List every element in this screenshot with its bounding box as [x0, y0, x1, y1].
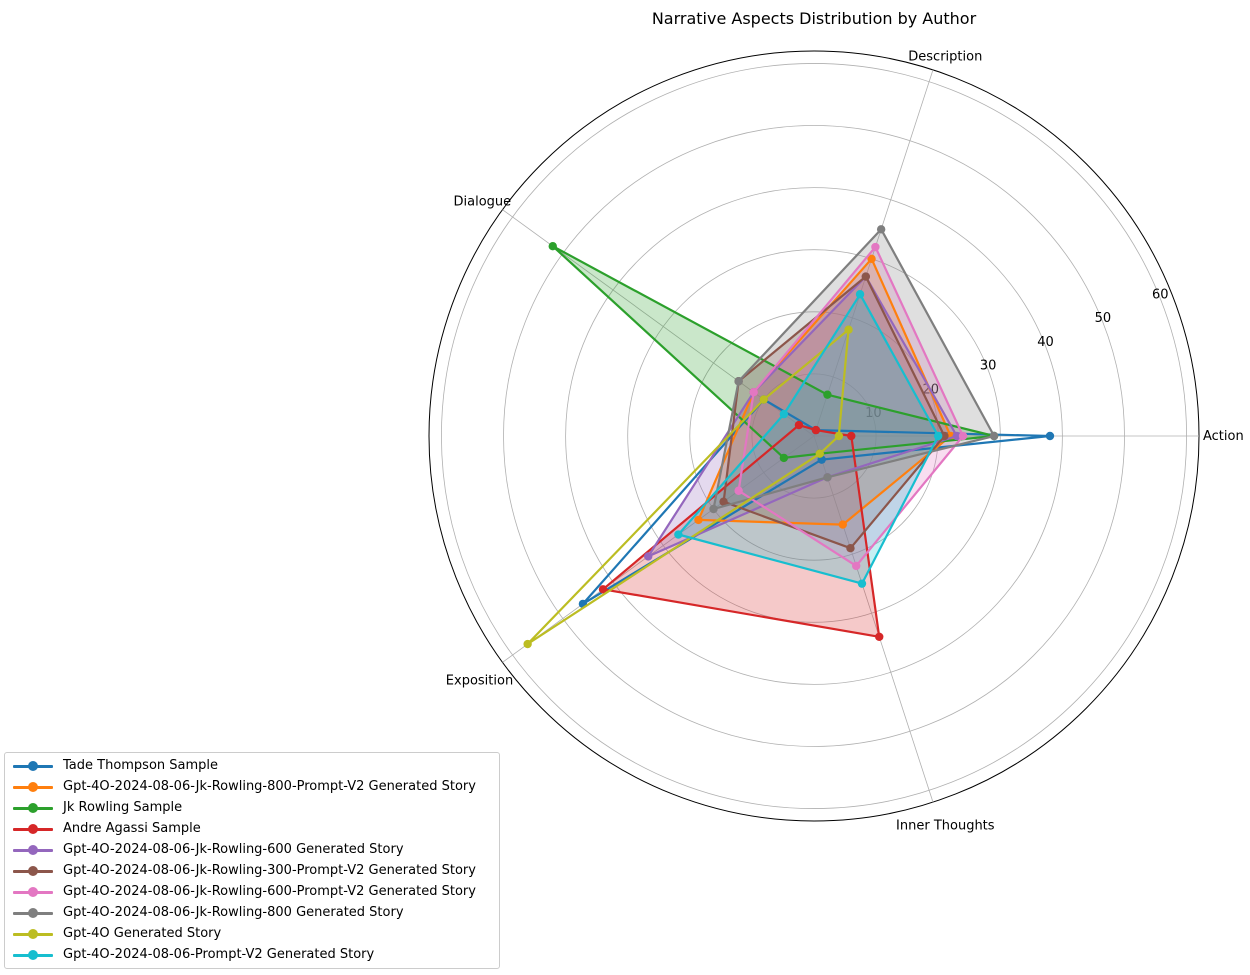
series-3-point-description	[811, 425, 821, 435]
series-9-point-inner-thoughts	[857, 579, 867, 588]
series-9-fill	[678, 294, 939, 584]
series-6-point-exposition	[734, 486, 743, 495]
legend-label: Gpt-4O Generated Story	[63, 926, 222, 941]
legend-item: Gpt-4O-2024-08-06-Jk-Rowling-800-Prompt-…	[5, 776, 499, 797]
legend-swatch	[13, 906, 53, 920]
legend-swatch	[13, 843, 53, 857]
legend-label: Gpt-4O-2024-08-06-Jk-Rowling-300-Prompt-…	[63, 863, 476, 878]
series-4-point-action	[952, 431, 962, 441]
legend-swatch	[13, 948, 53, 962]
series-7-point-action	[989, 431, 999, 441]
radial-tick-label: 50	[1095, 311, 1112, 326]
legend-item: Gpt-4O-2024-08-06-Jk-Rowling-600 Generat…	[5, 839, 499, 860]
radial-tick-label: 10	[865, 406, 882, 421]
series-9-point-dialogue	[779, 409, 789, 419]
legend-item: Tade Thompson Sample	[5, 755, 499, 776]
series-2-point-exposition	[779, 453, 789, 463]
legend-swatch	[13, 885, 53, 899]
legend-swatch	[13, 864, 53, 878]
series-9-line	[677, 293, 940, 585]
legend-swatch	[13, 927, 53, 941]
series-9-point-action	[933, 431, 943, 441]
series-8-point-exposition	[523, 639, 532, 649]
series-6-point-inner-thoughts	[852, 561, 861, 571]
series-5-point-inner-thoughts	[846, 544, 855, 553]
radial-tick-label: 30	[980, 359, 997, 374]
series-5-line	[722, 275, 946, 550]
grid-spoke	[813, 69, 934, 437]
series-0-line	[581, 398, 1052, 606]
axis-label-dialogue: Dialogue	[454, 194, 512, 209]
legend-label: Gpt-4O-2024-08-06-Jk-Rowling-600-Prompt-…	[63, 884, 476, 899]
series-1-point-inner-thoughts	[838, 520, 847, 529]
series-2-point-description	[823, 390, 832, 399]
grid-spoke	[502, 435, 815, 663]
legend-swatch	[13, 822, 53, 836]
axis-label-exposition: Exposition	[446, 674, 513, 689]
series-8-point-inner-thoughts	[815, 449, 824, 458]
legend-item: Gpt-4O-2024-08-06-Jk-Rowling-800 Generat…	[5, 902, 499, 923]
axis-label-inner-thoughts: Inner Thoughts	[896, 818, 995, 833]
legend: Tade Thompson Sample Gpt-4O-2024-08-06-Jk…	[4, 752, 500, 969]
legend-item: Andre Agassi Sample	[5, 818, 499, 839]
radial-tick-label: 60	[1152, 287, 1169, 302]
series-2-point-dialogue	[548, 242, 557, 251]
series-4-line	[647, 275, 958, 558]
radial-tick-label: 40	[1037, 335, 1054, 350]
legend-label: Gpt-4O-2024-08-06-Jk-Rowling-800 Generat…	[63, 905, 404, 920]
series-6-line	[737, 245, 965, 568]
series-4-point-exposition	[644, 552, 653, 561]
legend-label: Gpt-4O-2024-08-06-Prompt-V2 Generated St…	[63, 947, 375, 962]
axis-label-action: Action	[1203, 429, 1244, 444]
series-9-point-exposition	[674, 530, 683, 539]
series-7-point-description	[876, 225, 886, 234]
series-8-point-description	[844, 325, 853, 334]
legend-swatch	[13, 801, 53, 815]
legend-item: Gpt-4O-2024-08-06-Jk-Rowling-300-Prompt-…	[5, 860, 499, 881]
legend-swatch	[13, 780, 53, 794]
series-3-point-exposition	[598, 585, 608, 594]
chart-title: Narrative Aspects Distribution by Author	[652, 9, 977, 28]
series-5-point-exposition	[719, 497, 728, 506]
series-7-point-exposition	[709, 504, 718, 514]
series-6-point-dialogue	[749, 388, 758, 397]
series-7-line	[712, 228, 996, 511]
series-3-point-dialogue	[794, 420, 804, 430]
legend-label: Gpt-4O-2024-08-06-Jk-Rowling-800-Prompt-…	[63, 779, 476, 794]
legend-label: Jk Rowling Sample	[63, 800, 183, 815]
legend-item: Gpt-4O-2024-08-06-Prompt-V2 Generated St…	[5, 944, 499, 965]
series-2-line	[551, 245, 996, 459]
series-5-point-description	[861, 272, 871, 281]
series-3-fill	[603, 425, 880, 637]
legend-label: Gpt-4O-2024-08-06-Jk-Rowling-600 Generat…	[63, 842, 404, 857]
series-0-point-action	[1045, 431, 1055, 441]
series-8-line	[526, 328, 850, 646]
series-3-point-action	[847, 431, 856, 441]
series-6-point-action	[958, 431, 968, 441]
series-1-point-exposition	[694, 515, 703, 525]
series-9-point-description	[855, 290, 865, 299]
series-1-point-description	[867, 254, 876, 264]
series-8-point-dialogue	[759, 395, 768, 404]
series-7-point-inner-thoughts	[823, 473, 832, 482]
series-7-point-dialogue	[734, 377, 743, 386]
legend-label: Tade Thompson Sample	[63, 758, 219, 773]
legend-label: Andre Agassi Sample	[63, 821, 201, 836]
series-5-point-action	[940, 431, 949, 441]
series-lines	[523, 225, 1055, 649]
axis-label-description: Description	[908, 50, 982, 65]
series-8-point-action	[834, 431, 844, 441]
axis-labels: Action Description Dialogue Exposition Inner…	[446, 50, 1244, 834]
series-6-point-description	[871, 242, 880, 252]
legend-item: Jk Rowling Sample	[5, 797, 499, 818]
grid-spoke	[813, 435, 934, 803]
legend-item: Gpt-4O-2024-08-06-Jk-Rowling-600-Prompt-…	[5, 881, 499, 902]
legend-item: Gpt-4O Generated Story	[5, 923, 499, 944]
legend-swatch	[13, 759, 53, 773]
series-3-point-inner-thoughts	[875, 632, 884, 641]
